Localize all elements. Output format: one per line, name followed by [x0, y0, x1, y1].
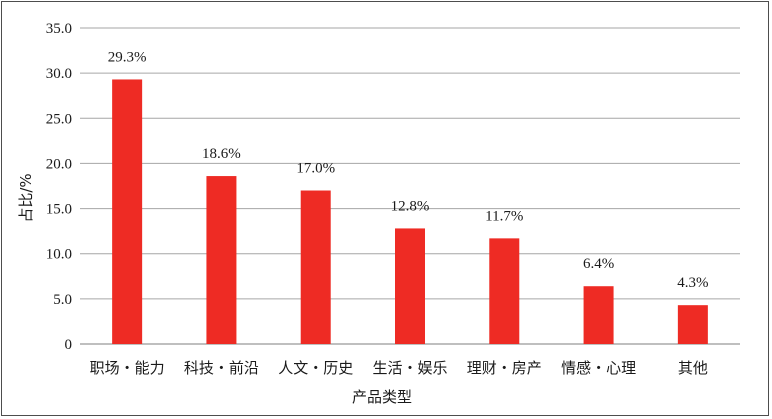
x-tick-label: 职场・能力 [90, 359, 165, 377]
bar [395, 228, 425, 344]
value-label: 12.8% [391, 198, 430, 214]
value-label: 17.0% [296, 161, 335, 177]
y-tick-label: 0 [65, 337, 73, 353]
y-tick-labels: 0 5.0 10.0 15.0 20.0 25.0 30.0 35.0 [46, 21, 72, 353]
x-tick-labels: 职场・能力 科技・前沿 人文・历史 生活・娱乐 理财・房产 情感・心理 其他 [90, 359, 708, 377]
x-tick-label: 人文・历史 [278, 359, 353, 377]
y-tick-label: 25.0 [46, 111, 72, 127]
x-axis-title: 产品类型 [352, 388, 412, 406]
value-label: 6.4% [583, 256, 614, 272]
y-axis-title: 占比/% [17, 173, 35, 222]
x-tick-label: 生活・娱乐 [372, 359, 447, 377]
value-label: 4.3% [677, 275, 708, 291]
y-tick-label: 15.0 [46, 202, 72, 218]
gridlines [80, 27, 740, 345]
y-tick-label: 20.0 [46, 156, 72, 172]
y-tick-label: 35.0 [46, 21, 72, 37]
bar [677, 305, 708, 344]
value-label: 29.3% [108, 49, 147, 65]
bar [206, 176, 237, 344]
value-label: 18.6% [202, 146, 241, 162]
bars [112, 79, 708, 344]
bar [583, 286, 614, 344]
x-tick-label: 理财・房产 [467, 359, 542, 377]
y-tick-label: 30.0 [46, 66, 72, 82]
bar [489, 238, 520, 344]
x-tick-label: 科技・前沿 [184, 359, 259, 377]
bar [300, 190, 331, 344]
value-label: 11.7% [485, 208, 523, 224]
y-tick-label: 5.0 [53, 292, 72, 308]
y-tick-label: 10.0 [46, 247, 72, 263]
bar [112, 79, 143, 344]
value-labels: 29.3% 18.6% 17.0% 12.8% 11.7% 6.4% 4.3% [108, 49, 709, 291]
x-tick-label: 情感・心理 [561, 359, 636, 377]
x-tick-label: 其他 [678, 359, 708, 377]
